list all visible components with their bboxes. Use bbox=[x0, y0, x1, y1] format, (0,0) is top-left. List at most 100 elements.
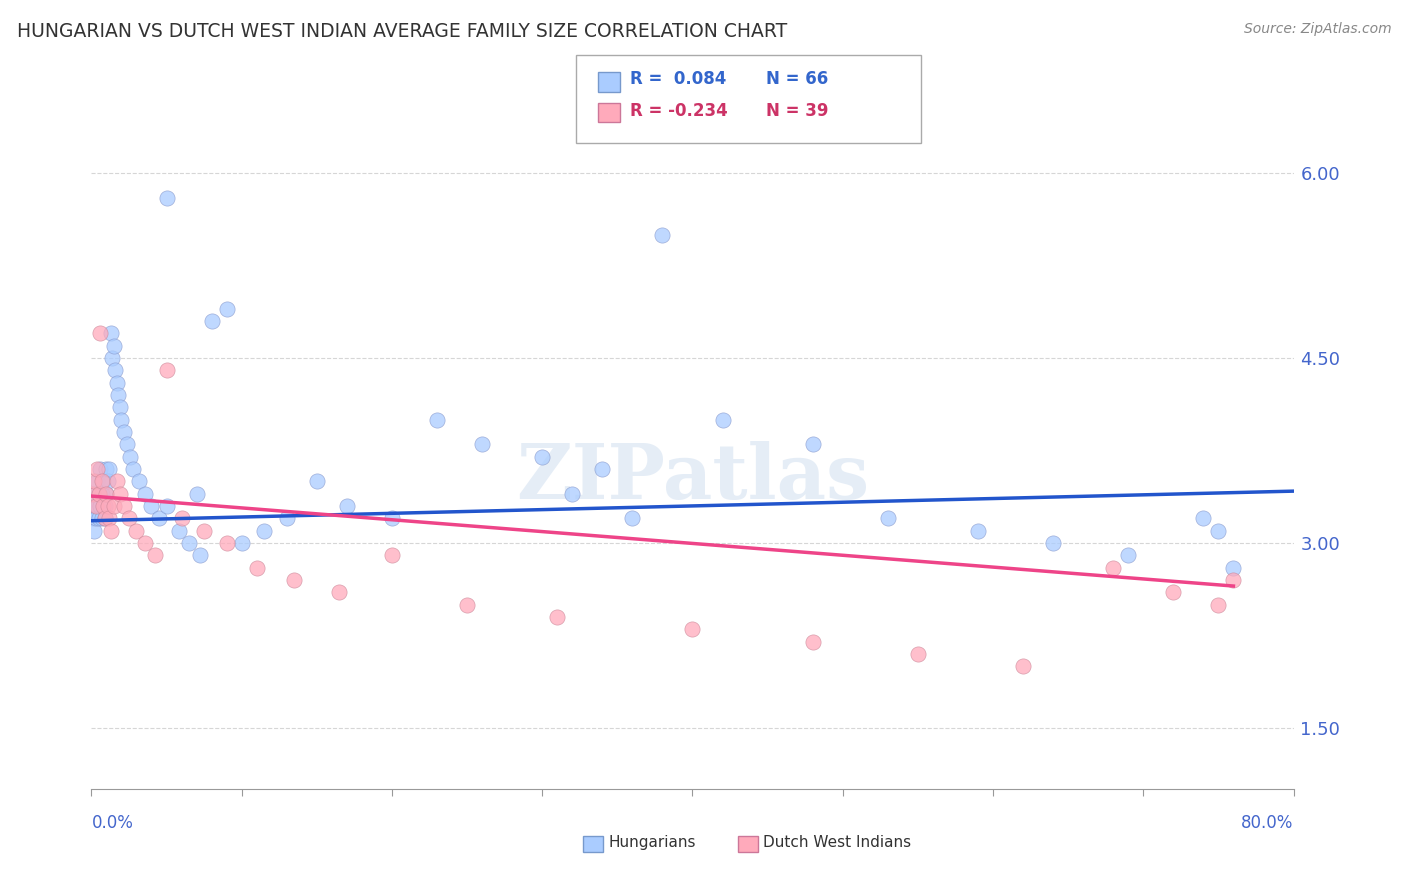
Text: Dutch West Indians: Dutch West Indians bbox=[763, 836, 911, 850]
Point bbox=[231, 536, 253, 550]
Point bbox=[177, 536, 200, 550]
Point bbox=[1208, 524, 1230, 538]
Point bbox=[90, 475, 112, 489]
Point bbox=[107, 388, 129, 402]
Point bbox=[89, 462, 111, 476]
Point bbox=[93, 499, 115, 513]
Point bbox=[87, 486, 110, 500]
Point bbox=[114, 425, 136, 439]
Point bbox=[122, 462, 145, 476]
Text: ZIPatlas: ZIPatlas bbox=[516, 441, 869, 515]
Point bbox=[967, 524, 990, 538]
Point bbox=[93, 475, 115, 489]
Point bbox=[98, 462, 121, 476]
Point bbox=[681, 622, 703, 636]
Point bbox=[117, 437, 139, 451]
Text: 0.0%: 0.0% bbox=[91, 814, 134, 831]
Point bbox=[148, 511, 170, 525]
Point bbox=[1042, 536, 1064, 550]
Point bbox=[103, 499, 125, 513]
Point bbox=[83, 475, 105, 489]
Point bbox=[305, 475, 328, 489]
Point bbox=[125, 524, 148, 538]
Point bbox=[90, 486, 112, 500]
Point bbox=[215, 301, 238, 316]
Point bbox=[876, 511, 898, 525]
Point bbox=[253, 524, 276, 538]
Point bbox=[84, 499, 107, 513]
Point bbox=[141, 499, 163, 513]
Text: 80.0%: 80.0% bbox=[1241, 814, 1294, 831]
Point bbox=[651, 227, 673, 242]
Point bbox=[86, 462, 108, 476]
Point bbox=[1161, 585, 1184, 599]
Point bbox=[170, 511, 193, 525]
Point bbox=[1116, 548, 1139, 562]
Point bbox=[167, 524, 190, 538]
Point bbox=[1192, 511, 1215, 525]
Point bbox=[83, 499, 105, 513]
Point bbox=[456, 598, 478, 612]
Text: HUNGARIAN VS DUTCH WEST INDIAN AVERAGE FAMILY SIZE CORRELATION CHART: HUNGARIAN VS DUTCH WEST INDIAN AVERAGE F… bbox=[17, 22, 787, 41]
Point bbox=[134, 486, 156, 500]
Point bbox=[100, 326, 122, 341]
Point bbox=[96, 462, 118, 476]
Point bbox=[89, 499, 111, 513]
Point bbox=[155, 363, 177, 377]
Point bbox=[907, 647, 929, 661]
Point bbox=[114, 499, 136, 513]
Text: R = -0.234: R = -0.234 bbox=[630, 103, 728, 120]
Point bbox=[108, 401, 131, 415]
Point bbox=[82, 486, 104, 500]
Point bbox=[84, 511, 107, 525]
Point bbox=[1208, 598, 1230, 612]
Point bbox=[276, 511, 298, 525]
Point bbox=[86, 499, 108, 513]
Point bbox=[97, 499, 120, 513]
Point bbox=[105, 475, 128, 489]
Point bbox=[100, 524, 122, 538]
Point bbox=[134, 536, 156, 550]
Point bbox=[110, 412, 132, 426]
Point bbox=[246, 560, 269, 574]
Text: Hungarians: Hungarians bbox=[609, 836, 696, 850]
Point bbox=[96, 486, 118, 500]
Point bbox=[1012, 659, 1035, 673]
Point bbox=[143, 548, 166, 562]
Point bbox=[86, 475, 108, 489]
Point bbox=[336, 499, 359, 513]
Point bbox=[711, 412, 734, 426]
Point bbox=[96, 486, 118, 500]
Point bbox=[381, 548, 404, 562]
Point bbox=[97, 475, 120, 489]
Point bbox=[90, 511, 112, 525]
Point bbox=[155, 499, 177, 513]
Point bbox=[1222, 560, 1244, 574]
Point bbox=[82, 511, 104, 525]
Point bbox=[87, 486, 110, 500]
Point bbox=[186, 486, 208, 500]
Point bbox=[83, 524, 105, 538]
Point bbox=[101, 351, 124, 365]
Point bbox=[103, 339, 125, 353]
Point bbox=[215, 536, 238, 550]
Text: N = 66: N = 66 bbox=[766, 70, 828, 88]
Point bbox=[801, 437, 824, 451]
Point bbox=[201, 314, 224, 328]
Point bbox=[531, 450, 554, 464]
Point bbox=[84, 486, 107, 500]
Point bbox=[426, 412, 449, 426]
Point bbox=[471, 437, 494, 451]
Point bbox=[283, 573, 305, 587]
Point bbox=[381, 511, 404, 525]
Point bbox=[1222, 573, 1244, 587]
Text: R =  0.084: R = 0.084 bbox=[630, 70, 727, 88]
Point bbox=[94, 499, 117, 513]
Text: Source: ZipAtlas.com: Source: ZipAtlas.com bbox=[1244, 22, 1392, 37]
Point bbox=[104, 363, 127, 377]
Point bbox=[98, 511, 121, 525]
Point bbox=[591, 462, 613, 476]
Point bbox=[193, 524, 215, 538]
Point bbox=[188, 548, 211, 562]
Point bbox=[561, 486, 583, 500]
